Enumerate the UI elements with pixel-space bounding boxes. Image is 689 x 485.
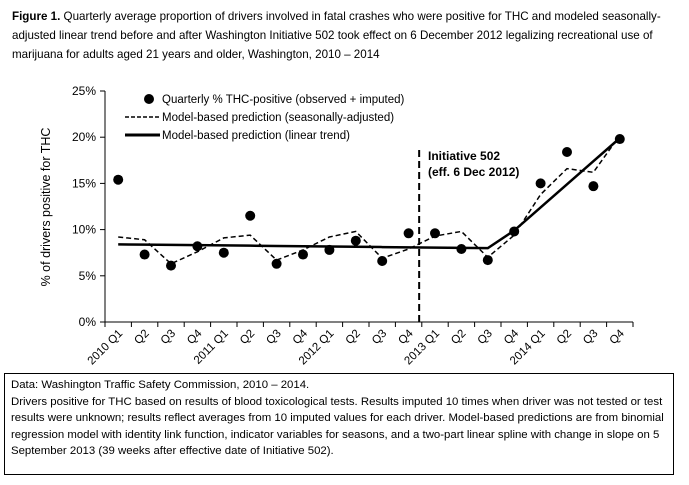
annotation-line1: Initiative 502 xyxy=(428,149,500,163)
data-point xyxy=(139,249,150,260)
annotation-line2: (eff. 6 Dec 2012) xyxy=(428,165,519,179)
data-point xyxy=(218,247,229,258)
legend-label-points: Quarterly % THC-positive (observed + imp… xyxy=(162,94,405,106)
y-tick-label: 0% xyxy=(79,315,97,329)
data-point xyxy=(113,174,124,185)
x-tick-label: Q3 xyxy=(581,328,600,347)
caption-label: Figure 1. xyxy=(12,10,61,23)
y-tick-label: 5% xyxy=(79,269,97,283)
legend-dot-icon xyxy=(144,94,154,104)
x-tick-label: Q3 xyxy=(476,328,495,347)
data-point xyxy=(350,235,361,246)
x-tick-label: Q2 xyxy=(555,328,574,347)
legend-label-dashed: Model-based prediction (seasonally-adjus… xyxy=(162,112,394,124)
x-tick-label: Q4 xyxy=(185,327,205,347)
figure-caption: Figure 1. Quarterly average proportion o… xyxy=(12,7,682,64)
data-point xyxy=(535,178,546,189)
notes-source: Data: Washington Traffic Safety Commissi… xyxy=(11,379,310,391)
x-tick-label: Q3 xyxy=(264,328,283,347)
data-point xyxy=(245,210,256,221)
data-point xyxy=(271,258,282,269)
caption-text: Quarterly average proportion of drivers … xyxy=(12,10,661,61)
data-point xyxy=(482,255,493,266)
legend: Quarterly % THC-positive (observed + imp… xyxy=(125,94,405,142)
data-point xyxy=(403,228,414,239)
data-point xyxy=(430,228,440,239)
x-tick-label: Q4 xyxy=(396,327,416,347)
x-tick-label: Q3 xyxy=(159,328,178,347)
y-axis-label: % of drivers positive for THC xyxy=(39,128,53,287)
notes-methods: Drivers positive for THC based on result… xyxy=(11,395,664,458)
seasonal-prediction-line xyxy=(118,134,621,265)
x-tick-label: Q2 xyxy=(344,328,363,347)
data-point xyxy=(377,256,388,267)
legend-label-solid: Model-based prediction (linear trend) xyxy=(162,130,350,142)
data-point xyxy=(588,181,599,192)
data-point xyxy=(562,146,572,157)
x-tick-label: Q4 xyxy=(291,327,311,347)
x-tick-label: Q4 xyxy=(608,327,628,347)
linear-trend-line xyxy=(118,137,621,250)
x-tick-label: Q2 xyxy=(449,328,468,347)
y-tick-label: 20% xyxy=(72,130,96,144)
x-tick-label: Q3 xyxy=(370,328,389,347)
y-tick-label: 15% xyxy=(72,176,96,190)
y-tick-label: 10% xyxy=(72,223,96,237)
data-point xyxy=(298,249,308,260)
x-tick-label: Q4 xyxy=(502,327,522,347)
x-tick-label: Q2 xyxy=(132,328,151,347)
x-tick-label: Q2 xyxy=(238,328,257,347)
y-tick-label: 25% xyxy=(72,84,96,98)
notes-box: Data: Washington Traffic Safety Commissi… xyxy=(4,373,674,475)
x-tick-label: 2010 Q1 xyxy=(86,328,126,368)
